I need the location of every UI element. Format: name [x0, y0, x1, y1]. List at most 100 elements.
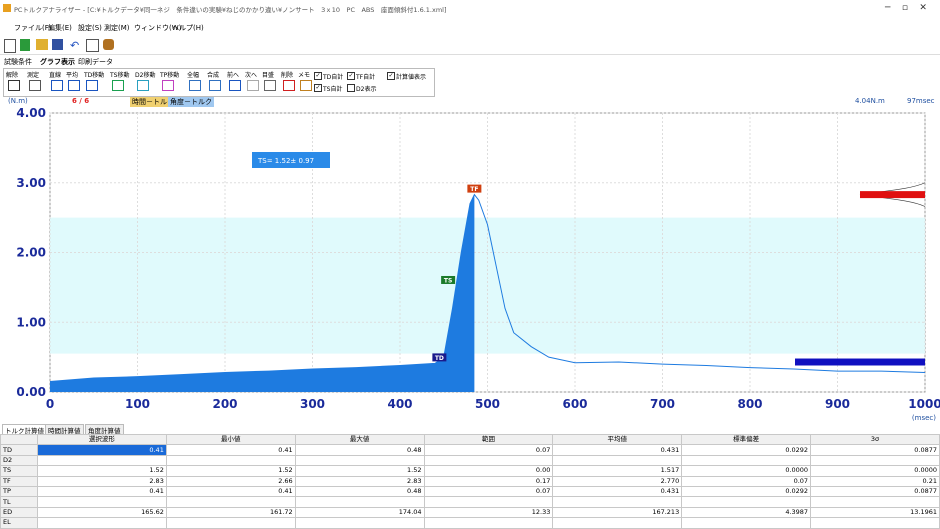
tool-button[interactable] — [68, 80, 80, 91]
cell: 0.21 — [810, 475, 940, 487]
new-icon[interactable] — [4, 39, 16, 53]
cell — [681, 496, 812, 508]
cell: 0.41 — [165, 444, 296, 456]
column-header: 選択波形 — [37, 433, 167, 446]
menu-item[interactable]: ファイル(F) — [14, 24, 52, 32]
cell: 2.83 — [37, 475, 167, 487]
checkbox-label: TF自計 — [356, 74, 376, 81]
menu-item[interactable]: 設定(S) — [78, 24, 102, 32]
tab[interactable]: 試験条件 — [4, 58, 32, 66]
tool-button[interactable] — [162, 80, 174, 91]
checkbox[interactable]: ✓ — [387, 72, 395, 80]
tool-label: TS移動 — [110, 72, 130, 79]
menu-item[interactable]: ウィンドウ(W) — [134, 24, 182, 32]
menu-item[interactable]: ヘルプ(H) — [172, 24, 204, 32]
row-header: TD — [0, 444, 38, 456]
x-tick-label: 200 — [212, 397, 237, 411]
mode-button[interactable]: 時間－トルク — [130, 97, 176, 107]
checkbox[interactable] — [347, 84, 355, 92]
cell: 2.770 — [552, 475, 683, 487]
table-row[interactable]: TF 2.83 2.66 2.83 0.17 2.770 0.07 0.21 — [0, 475, 940, 487]
app-icon — [3, 4, 11, 12]
tool-button[interactable] — [51, 80, 63, 91]
header-row: 選択波形 最小値 最大値 範囲 平均値 標準偏差 3σ — [0, 433, 940, 446]
column-header: 最大値 — [294, 433, 425, 446]
table-row[interactable]: ED 165.62 161.72 174.04 12.33 167.213 4.3987 13… — [0, 506, 940, 519]
tool-button[interactable] — [8, 80, 20, 91]
tool-label: メモ — [298, 72, 311, 79]
tool-label: TP移動 — [160, 72, 180, 79]
cell: 1.52 — [165, 465, 296, 477]
cell — [37, 454, 167, 467]
tool-button[interactable] — [229, 80, 241, 91]
cell: 0.0292 — [681, 485, 812, 498]
table-row[interactable]: TP 0.41 0.41 0.48 0.07 0.431 0.0292 0.0877 — [0, 485, 940, 498]
tool-button[interactable] — [112, 80, 124, 91]
table-tab[interactable]: 時間計算値 — [45, 424, 84, 436]
tool-button[interactable] — [209, 80, 221, 91]
tool-button[interactable] — [300, 80, 312, 91]
cell: 12.33 — [423, 506, 554, 519]
table-row[interactable]: TS 1.52 1.52 1.52 0.00 1.517 0.0000 0.0000 — [0, 465, 940, 477]
tool-button[interactable] — [137, 80, 149, 91]
undo-icon[interactable]: ↶ — [70, 39, 80, 52]
title-bar: PCトルクアナライザー - [C:¥トルクデータ¥同一ネジ 条件違いの実験¥ねじ… — [0, 0, 940, 20]
menu-item[interactable]: 編集(E) — [48, 24, 72, 32]
cell — [681, 454, 812, 467]
x-tick-label: 900 — [825, 397, 850, 411]
cell: 0.0877 — [810, 444, 940, 456]
cell: 4.3987 — [681, 506, 812, 519]
table-row[interactable]: TD 0.41 0.41 0.48 0.07 0.431 0.0292 0.0877 — [0, 444, 940, 456]
tool-button[interactable] — [189, 80, 201, 91]
folder-icon[interactable] — [36, 39, 48, 50]
x-tick-label: 700 — [650, 397, 675, 411]
checkbox-label: 計算値表示 — [396, 74, 427, 81]
tool-label: 全幅 — [187, 72, 200, 79]
annotation: TS= 1.52± 0.97 — [257, 157, 314, 165]
chart: 0.00 1.00 2.00 3.00 4.00 0 100 200 300 400 500 600 7… — [16, 108, 940, 422]
cell: 13.1961 — [810, 506, 940, 519]
cell: 1.517 — [552, 465, 683, 477]
cell: 1.52 — [294, 465, 425, 477]
tool-button[interactable] — [283, 80, 295, 91]
tool-button[interactable] — [29, 80, 41, 91]
cell — [294, 496, 425, 508]
open-icon[interactable] — [20, 39, 30, 51]
x-tick-label: 400 — [387, 397, 412, 411]
tool-button[interactable] — [264, 80, 276, 91]
checkbox[interactable]: ✓ — [347, 72, 355, 80]
x-tick-label: 100 — [125, 397, 150, 411]
cell — [294, 517, 425, 529]
cell: 0.07 — [423, 444, 554, 456]
copy-icon[interactable] — [86, 39, 99, 52]
tool-label: 合成 — [207, 72, 220, 79]
menu-item[interactable]: 測定(M) — [104, 24, 130, 32]
window-controls[interactable]: ─ ▫ ✕ — [885, 3, 927, 13]
marker-label: TF — [470, 186, 478, 193]
tool-button[interactable] — [86, 80, 98, 91]
checkbox[interactable]: ✓ — [314, 72, 322, 80]
tool-button[interactable] — [247, 80, 259, 91]
cell: 0.0000 — [681, 465, 812, 477]
y-tick-label: 2.00 — [16, 246, 46, 260]
cell: 2.83 — [294, 475, 425, 487]
tab[interactable]: グラフ表示 — [40, 58, 75, 66]
table-row[interactable]: EL — [0, 517, 940, 529]
cell: 2.66 — [165, 475, 296, 487]
table-row[interactable]: TL — [0, 496, 940, 508]
checkbox[interactable]: ✓ — [314, 84, 322, 92]
column-header: 範囲 — [423, 433, 554, 446]
tool-label: 平均 — [66, 72, 79, 79]
column-header: 最小値 — [165, 433, 296, 446]
save-icon[interactable] — [52, 39, 63, 50]
tab[interactable]: 印刷データ — [78, 58, 113, 66]
tool-label: 測定 — [27, 72, 40, 79]
table-row[interactable]: D2 — [0, 454, 940, 467]
y-tick-label: 1.00 — [16, 315, 46, 329]
row-header: D2 — [0, 454, 38, 467]
corner-cell — [0, 433, 38, 446]
mode-button[interactable]: 角度－トルク — [168, 97, 214, 107]
settings-icon[interactable] — [103, 39, 114, 50]
tool-label: 直線 — [49, 72, 62, 79]
